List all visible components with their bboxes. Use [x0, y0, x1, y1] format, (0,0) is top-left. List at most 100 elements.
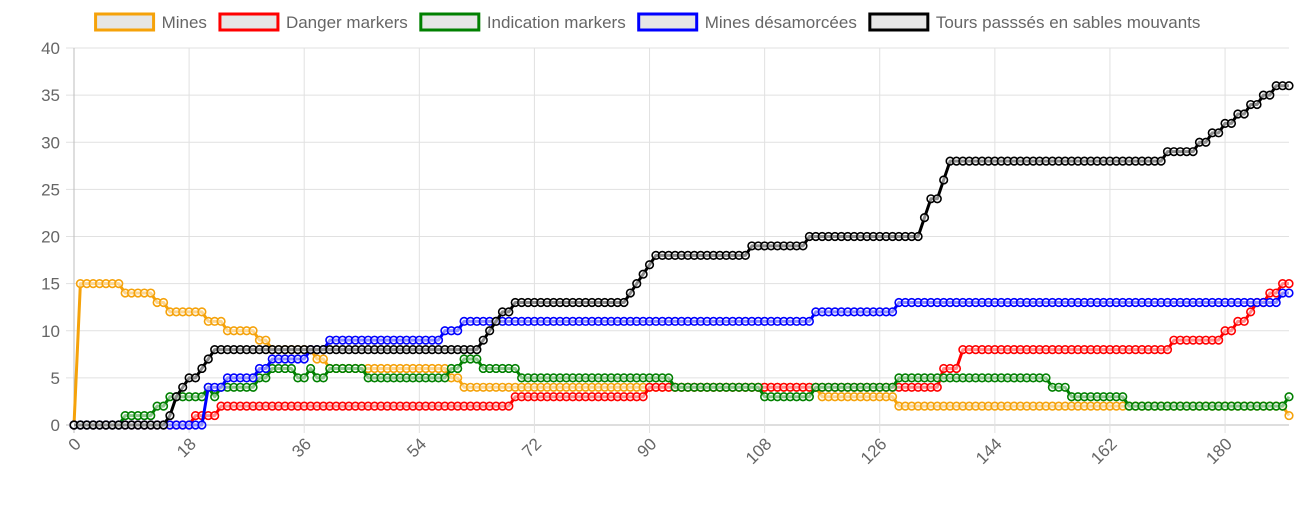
data-point: [318, 354, 328, 364]
y-tick-label: 15: [41, 275, 60, 294]
data-point: [197, 307, 207, 317]
legend-swatch: [218, 12, 280, 32]
series-4: [69, 81, 1294, 430]
x-tick-label: 36: [288, 434, 315, 461]
legend-item[interactable]: Danger markers: [218, 12, 408, 32]
data-point: [248, 382, 258, 392]
data-point: [1265, 90, 1275, 100]
legend-swatch: [868, 12, 930, 32]
data-point: [1239, 316, 1249, 326]
y-tick-label: 35: [41, 86, 60, 105]
legend-item[interactable]: Mines désamorcées: [637, 12, 857, 32]
data-point: [919, 213, 930, 223]
y-tick-label: 30: [41, 133, 60, 152]
data-point: [804, 392, 814, 402]
legend-swatch: [637, 12, 699, 32]
data-point: [1271, 297, 1281, 308]
data-point: [158, 401, 169, 411]
data-point: [1201, 137, 1211, 147]
data-point: [178, 382, 188, 392]
data-point: [210, 392, 220, 402]
data-point: [158, 297, 169, 308]
x-tick-label: 18: [173, 434, 200, 461]
data-point: [1239, 109, 1249, 119]
y-tick-label: 20: [41, 228, 60, 247]
data-point: [190, 373, 201, 383]
data-point: [210, 410, 220, 421]
legend-label: Mines désamorcées: [705, 13, 857, 32]
data-point: [913, 231, 923, 242]
legend-item[interactable]: Indication markers: [419, 12, 626, 32]
data-point: [638, 392, 648, 402]
data-point: [357, 363, 367, 374]
data-point: [453, 326, 463, 336]
data-point: [1284, 288, 1294, 298]
data-point: [216, 382, 226, 392]
legend-label: Danger markers: [286, 13, 408, 32]
data-point: [171, 392, 181, 402]
data-point: [932, 194, 942, 204]
data-point: [203, 354, 213, 364]
x-tick-label: 180: [1202, 434, 1235, 467]
y-tick-label: 10: [41, 322, 60, 341]
data-point: [299, 373, 309, 383]
data-point: [1226, 326, 1237, 336]
data-point: [1226, 118, 1237, 128]
x-tick-label: 144: [972, 434, 1005, 467]
data-point: [798, 241, 808, 251]
data-point: [1278, 401, 1288, 411]
data-point: [248, 326, 258, 336]
data-point: [1214, 335, 1224, 345]
legend-label: Mines: [162, 13, 207, 32]
data-point: [197, 420, 207, 430]
x-tick-label: 162: [1087, 434, 1120, 467]
data-point: [491, 316, 501, 326]
data-point: [440, 373, 450, 383]
data-point: [939, 175, 949, 185]
legend-item[interactable]: Mines: [94, 12, 207, 32]
data-point: [478, 335, 488, 345]
data-point: [887, 392, 898, 402]
data-point: [644, 260, 655, 270]
legend-item[interactable]: Tours passsés en sables mouvants: [868, 12, 1201, 32]
data-point: [197, 363, 207, 374]
data-point: [114, 279, 124, 289]
data-point: [1252, 99, 1262, 110]
data-point: [1060, 382, 1070, 392]
data-point: [1284, 81, 1294, 91]
data-point: [1156, 156, 1166, 166]
data-point: [951, 363, 962, 374]
data-point: [306, 363, 316, 374]
data-point: [261, 363, 271, 374]
data-point: [1188, 147, 1198, 157]
x-tick-label: 54: [403, 434, 430, 461]
data-point: [932, 382, 942, 392]
data-point: [165, 410, 175, 421]
data-point: [1041, 373, 1051, 383]
data-point: [485, 326, 495, 336]
data-point: [887, 382, 898, 392]
data-point: [1118, 392, 1128, 402]
data-point: [216, 316, 226, 326]
y-tick-label: 0: [51, 416, 60, 435]
data-point: [261, 373, 271, 383]
data-point: [472, 354, 482, 364]
plot-area: [69, 81, 1294, 430]
data-point: [433, 335, 444, 345]
y-tick-label: 40: [41, 39, 60, 58]
data-point: [887, 307, 898, 317]
data-point: [804, 316, 814, 326]
data-point: [1162, 345, 1173, 355]
data-point: [504, 307, 514, 317]
data-point: [1284, 410, 1294, 421]
data-point: [1246, 307, 1256, 317]
data-point: [146, 288, 156, 298]
series-3: [69, 288, 1294, 430]
x-tick-label: 126: [857, 434, 890, 467]
data-point: [625, 288, 635, 298]
data-point: [318, 373, 328, 383]
legend-label: Tours passsés en sables mouvants: [936, 13, 1201, 32]
legend[interactable]: Mines Danger markers Indication markers Min…: [94, 12, 1201, 32]
data-point: [753, 382, 763, 392]
